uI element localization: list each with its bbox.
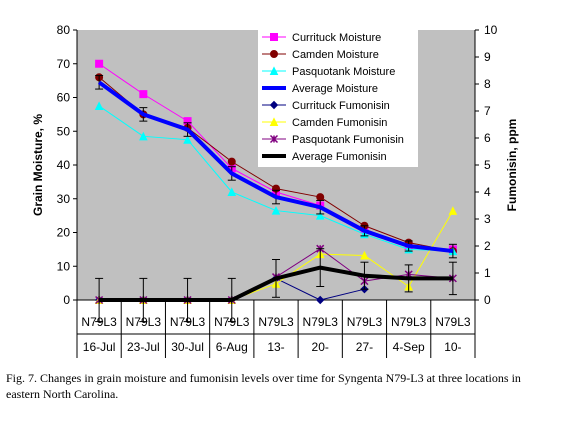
y2-tick-label: 5 [484, 158, 491, 172]
series-line [97, 80, 454, 254]
legend-marker [269, 134, 279, 144]
legend: Currituck Moisture Camden Moisture Pasquot… [258, 29, 418, 167]
data-point [227, 187, 237, 196]
legend-label: Average Moisture [292, 83, 378, 95]
y2-tick-label: 2 [484, 239, 491, 253]
x-tick-label: 20- [312, 340, 329, 354]
x-tick-label: 27- [356, 340, 373, 354]
y-tick-label: 0 [63, 293, 70, 307]
data-point [316, 193, 325, 202]
y2-tick-label: 0 [484, 293, 491, 307]
y2-tick-label: 4 [484, 185, 491, 199]
data-point [139, 131, 148, 141]
x-tick-label: 13- [267, 340, 284, 354]
legend-label: Pasquotank Moisture [292, 66, 395, 78]
y2-axis: 0 1 2 3 4 5 6 7 8 9 10 [474, 23, 498, 307]
y-tick-label: 60 [57, 91, 71, 105]
x-tick-label: 16-Jul [83, 340, 116, 354]
x-tick-label: N79L3 [435, 315, 471, 329]
data-point [139, 90, 148, 99]
y2-tick-label: 8 [484, 77, 491, 91]
legend-marker [269, 100, 279, 110]
y-tick-label: 20 [57, 226, 71, 240]
x-tick-label: N79L3 [258, 315, 294, 329]
y-tick-label: 70 [57, 57, 71, 71]
legend-label: Currituck Moisture [292, 32, 381, 44]
data-point [315, 211, 325, 220]
y-tick-label: 80 [57, 23, 71, 37]
y-axis-title: Grain Moisture, % [31, 114, 45, 216]
y2-tick-label: 6 [484, 131, 491, 145]
legend-label: Camden Moisture [292, 49, 379, 61]
legend-marker [269, 66, 279, 75]
y-tick-label: 30 [57, 192, 71, 206]
y2-axis-title: Fumonisin, ppm [505, 119, 519, 212]
figure-caption: Fig. 7. Changes in grain moisture and fu… [6, 371, 521, 401]
x-tick-label: 10- [444, 340, 461, 354]
series-average-moisture [95, 75, 457, 259]
y2-tick-label: 10 [484, 23, 498, 37]
x-axis: N79L3N79L3N79L3N79L3N79L3N79L3N79L3N79L3… [76, 299, 476, 358]
legend-marker [270, 33, 278, 41]
series-average-fumonisin [95, 248, 457, 323]
y2-tick-label: 1 [484, 266, 491, 280]
x-tick-label: 6-Aug [216, 340, 248, 354]
x-tick-label: 23-Jul [127, 340, 160, 354]
x-tick-label: N79L3 [391, 315, 427, 329]
legend-label: Currituck Fumonisin [292, 100, 390, 112]
legend-box [258, 29, 418, 167]
data-point [94, 101, 104, 110]
y2-tick-label: 7 [484, 104, 491, 118]
data-point [271, 205, 281, 215]
chart: 0 10 20 30 40 50 60 70 80 0 1 2 3 4 5 6 7 8 9 10 N79L3 N79L… [31, 23, 519, 358]
y-tick-label: 50 [57, 124, 71, 138]
y-tick-label: 40 [57, 158, 71, 172]
y2-tick-label: 3 [484, 212, 491, 226]
series-layer [94, 59, 458, 323]
data-point [183, 135, 192, 144]
legend-label: Pasquotank Fumonisin [292, 134, 404, 146]
legend-marker [270, 50, 278, 58]
data-point [227, 157, 236, 166]
x-tick-label: N79L3 [303, 315, 339, 329]
data-point [95, 59, 104, 68]
legend-marker [269, 117, 279, 126]
data-point [360, 250, 369, 260]
x-tick-label: 4-Sep [393, 340, 425, 354]
data-point [448, 206, 458, 215]
series-line [99, 265, 453, 302]
y2-tick-label: 9 [484, 50, 491, 64]
y-axis: 0 10 20 30 40 50 60 70 80 [57, 23, 78, 307]
x-tick-label: N79L3 [347, 315, 383, 329]
y-tick-label: 10 [57, 259, 71, 273]
data-point [316, 295, 325, 305]
legend-label: Camden Fumonisin [292, 117, 387, 129]
x-tick-label: 30-Jul [171, 340, 204, 354]
legend-label: Average Fumonisin [292, 151, 387, 163]
